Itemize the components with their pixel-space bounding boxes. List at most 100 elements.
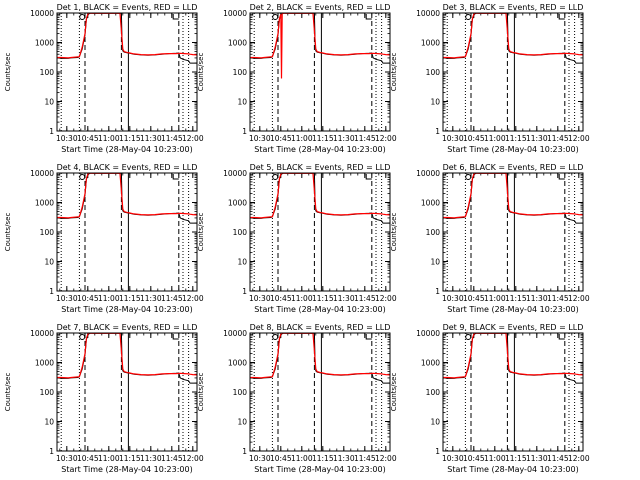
x-tick-label: 11:45 [161, 294, 183, 303]
events-series-line [57, 333, 197, 384]
x-tick-label: 11:45 [354, 454, 376, 463]
events-series-line [443, 13, 583, 64]
corner-marker [365, 14, 372, 20]
x-tick-label: 11:15 [312, 294, 334, 303]
x-tick-label: 11:30 [333, 134, 355, 143]
panel-title: Det 3, BLACK = Events, RED = LLD [443, 3, 584, 12]
x-tick-label: 11:15 [505, 454, 527, 463]
y-tick-label: 1 [435, 447, 440, 456]
x-tick-label: 11:15 [119, 454, 141, 463]
chart-panel: Det 7, BLACK = Events, RED = LLD Counts/s… [4, 323, 204, 474]
y-tick-label: 1 [49, 447, 54, 456]
plot-frame [442, 172, 584, 292]
x-tick-label: 10:30 [442, 134, 464, 143]
y-tick-label: 100 [233, 388, 248, 397]
x-tick-label: 11:00 [98, 454, 120, 463]
x-tick-label: 12:00 [568, 454, 590, 463]
y-tick-label: 10000 [416, 329, 440, 338]
chart-panel: Det 4, BLACK = Events, RED = LLD Counts/s… [4, 163, 204, 314]
peak-marker [272, 174, 279, 180]
events-series-line [443, 173, 583, 224]
x-tick-label: 10:30 [249, 134, 271, 143]
y-tick-label: 1000 [421, 359, 440, 368]
y-tick-label: 10 [237, 258, 247, 267]
panel-title: Det 7, BLACK = Events, RED = LLD [57, 323, 198, 332]
chart-panel: Det 9, BLACK = Events, RED = LLD Counts/s… [390, 323, 590, 474]
y-tick-label: 100 [40, 388, 55, 397]
y-axis-label: Counts/sec [4, 373, 12, 412]
plot-frame [249, 12, 391, 132]
chart-panel: Det 2, BLACK = Events, RED = LLD Counts/s… [197, 3, 397, 154]
events-series-line [250, 333, 390, 384]
x-tick-label: 11:00 [484, 134, 506, 143]
peak-marker [79, 334, 86, 340]
corner-marker [365, 334, 372, 340]
y-tick-label: 1 [242, 127, 247, 136]
y-tick-label: 10000 [30, 169, 54, 178]
lld-series-line [250, 173, 390, 219]
x-tick-label: 10:30 [249, 294, 271, 303]
panel-title: Det 2, BLACK = Events, RED = LLD [250, 3, 391, 12]
y-tick-label: 10000 [416, 9, 440, 18]
events-series-line [250, 173, 390, 224]
x-tick-label: 11:15 [312, 454, 334, 463]
x-tick-label: 11:30 [526, 454, 548, 463]
y-tick-label: 1 [49, 287, 54, 296]
x-tick-label: 10:30 [442, 294, 464, 303]
x-tick-label: 11:45 [547, 454, 569, 463]
x-axis-label: Start Time (28-May-04 10:23:00) [61, 305, 192, 314]
x-tick-label: 12:00 [182, 294, 204, 303]
panel-title: Det 6, BLACK = Events, RED = LLD [443, 163, 584, 172]
y-tick-label: 10 [44, 418, 54, 427]
x-tick-label: 11:00 [291, 134, 313, 143]
y-tick-label: 10 [237, 418, 247, 427]
peak-marker [272, 334, 279, 340]
x-tick-label: 11:45 [161, 454, 183, 463]
y-tick-label: 100 [426, 388, 441, 397]
corner-marker [558, 334, 565, 340]
y-tick-label: 10 [44, 258, 54, 267]
x-tick-label: 12:00 [182, 134, 204, 143]
corner-marker [172, 14, 179, 20]
lld-series-line [250, 333, 390, 379]
x-tick-label: 12:00 [182, 454, 204, 463]
lld-series-line [57, 13, 197, 59]
y-tick-label: 10000 [30, 329, 54, 338]
x-axis-label: Start Time (28-May-04 10:23:00) [61, 145, 192, 154]
plot-frame [249, 172, 391, 292]
y-tick-label: 100 [40, 228, 55, 237]
chart-panel: Det 3, BLACK = Events, RED = LLD Counts/s… [390, 3, 590, 154]
y-tick-label: 1000 [35, 39, 54, 48]
plot-frame [56, 332, 198, 452]
events-series-line [57, 173, 197, 224]
x-tick-label: 11:30 [526, 134, 548, 143]
peak-marker [465, 334, 472, 340]
x-axis-label: Start Time (28-May-04 10:23:00) [447, 305, 578, 314]
y-tick-label: 100 [426, 68, 441, 77]
peak-marker [79, 14, 86, 20]
y-tick-label: 1 [242, 287, 247, 296]
y-tick-label: 100 [233, 68, 248, 77]
x-tick-label: 10:30 [442, 454, 464, 463]
x-tick-label: 11:30 [140, 454, 162, 463]
y-tick-label: 1 [435, 127, 440, 136]
x-tick-label: 11:30 [526, 294, 548, 303]
x-tick-label: 10:45 [463, 294, 485, 303]
y-tick-label: 1 [242, 447, 247, 456]
y-tick-label: 1 [435, 287, 440, 296]
y-tick-label: 1 [49, 127, 54, 136]
x-tick-label: 10:30 [56, 294, 78, 303]
x-tick-label: 11:15 [505, 294, 527, 303]
chart-panel: Det 5, BLACK = Events, RED = LLD Counts/s… [197, 163, 397, 314]
x-tick-label: 11:15 [312, 134, 334, 143]
lld-series-line [443, 173, 583, 219]
chart-panel: Det 6, BLACK = Events, RED = LLD Counts/s… [390, 163, 590, 314]
x-tick-label: 11:30 [140, 134, 162, 143]
plot-frame [249, 332, 391, 452]
lld-series-line [57, 333, 197, 379]
plot-frame [442, 332, 584, 452]
peak-marker [465, 14, 472, 20]
y-axis-label: Counts/sec [197, 373, 205, 412]
panel-title: Det 1, BLACK = Events, RED = LLD [57, 3, 198, 12]
